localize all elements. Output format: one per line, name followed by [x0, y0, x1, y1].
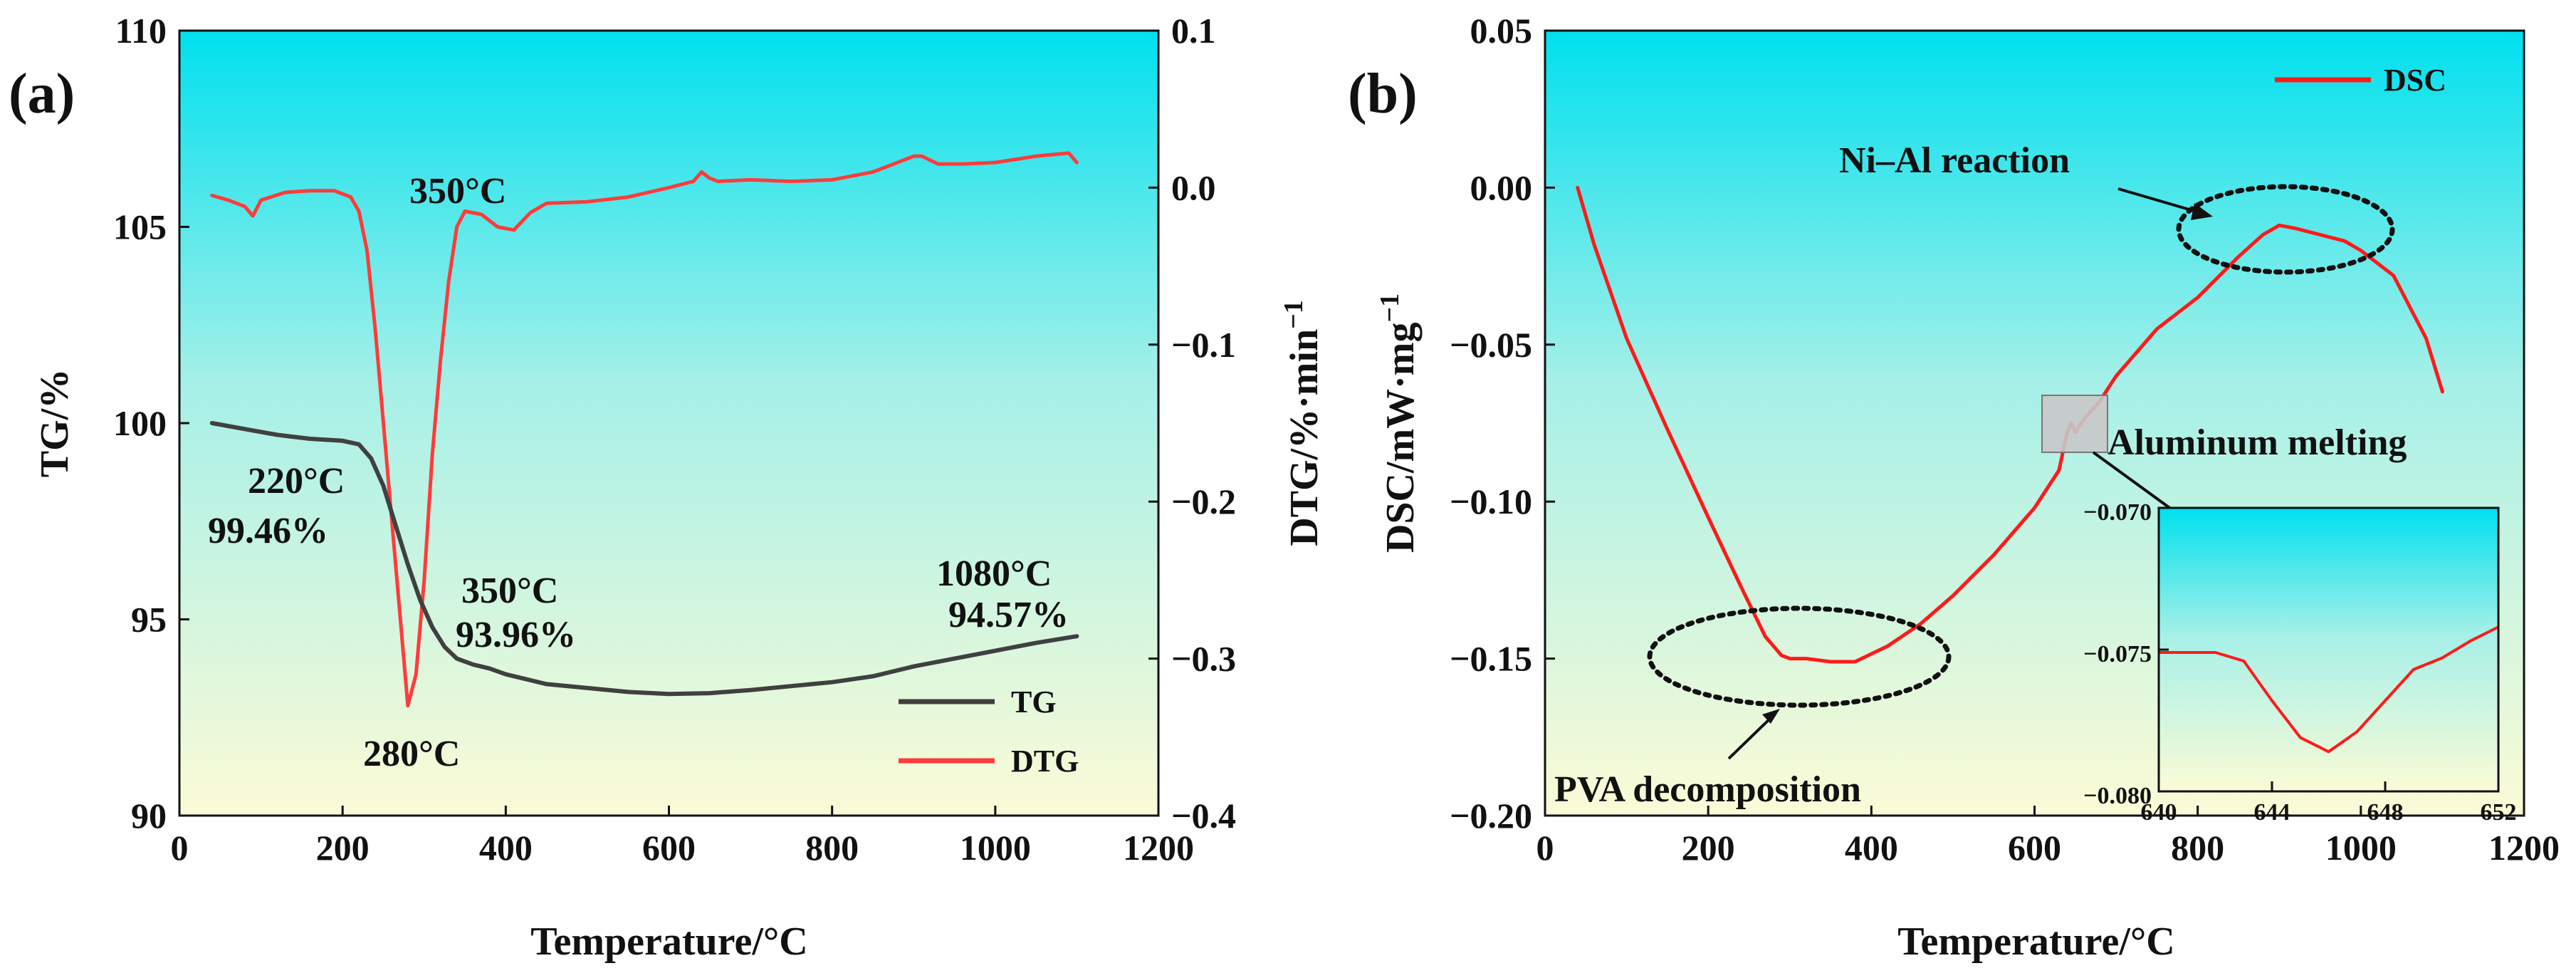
y-tick-right-a-label: 0.0 [1171, 167, 1216, 207]
inset-x-tick-label: 648 [2367, 799, 2404, 826]
x-tick-b-label: 600 [2008, 828, 2061, 868]
y-tick-right-a-label: −0.2 [1171, 482, 1236, 521]
y2-axis-label-sup: −1 [1279, 300, 1309, 329]
y-axis-label-a: TG/% [33, 369, 77, 477]
y-ticks-b: −0.20 −0.15 −0.10 −0.05 0.00 0.05 [1450, 11, 1555, 836]
x-tick-a-label: 600 [642, 828, 696, 868]
y-tick-b-label: −0.05 [1450, 325, 1532, 365]
y-ticks-left-a: 90 95 100 105 110 [113, 11, 189, 836]
x-tick-a-label: 1000 [960, 828, 1031, 868]
annotation-mid-value: 93.96% [456, 615, 576, 655]
y-tick-right-a-label: 0.1 [1171, 11, 1216, 51]
x-tick-a-label: 400 [479, 828, 533, 868]
panel-label-b: (b) [1348, 63, 1418, 125]
x-tick-b-label: 1200 [2488, 828, 2560, 868]
y-tick-left-a-label: 95 [131, 600, 167, 640]
pva-region-ellipse [1647, 605, 1952, 708]
annotation-al-melting: Aluminum melting [2108, 422, 2407, 463]
annotation-end-value: 94.57% [948, 595, 1069, 635]
annotation-onset-value: 99.46% [208, 511, 328, 551]
annotation-dtg-min: 280°C [363, 734, 460, 774]
chart-b: 0 200 400 600 800 1000 1200 −0.20−0.15−0.10−0.… [1348, 11, 2560, 964]
dtg-line [210, 151, 1079, 708]
y-axis-label-b-sup: −1 [1375, 293, 1405, 323]
y2-axis-label-text: DTG/%·min [1282, 329, 1326, 546]
x-tick-a-label: 1200 [1123, 828, 1194, 868]
x-axis-label-b: Temperature/°C [1897, 920, 2174, 964]
x-axis-label-a: Temperature/°C [530, 920, 807, 964]
legend-tg-label: TG [1011, 685, 1057, 719]
nial-arrow [2117, 187, 2204, 215]
x-tick-b-label: 1000 [2325, 828, 2397, 868]
inset-x-ticks: 640 644 648 652 [2141, 781, 2517, 826]
y-tick-left-a-label: 100 [113, 403, 167, 443]
x-tick-b-label: 400 [1845, 828, 1898, 868]
annotation-onset-temp: 220°C [248, 461, 345, 501]
dtg-series [210, 151, 1079, 708]
y-axis-label-b-text: DSC/mW·mg [1378, 323, 1423, 553]
inset-y-tick-label: −0.075 [2083, 641, 2152, 667]
y-tick-left-a-label: 110 [115, 11, 167, 51]
y-tick-b-label: −0.15 [1450, 639, 1532, 679]
pva-arrow-head [1762, 709, 1780, 724]
y-tick-b-label: 0.05 [1470, 11, 1533, 51]
y-tick-b-label: −0.10 [1450, 482, 1532, 521]
inset-y-tick-label: −0.070 [2083, 499, 2152, 526]
y-tick-left-a-label: 90 [131, 796, 167, 836]
y-ticks-right-a: −0.4 −0.3 −0.2 −0.1 0.0 0.1 [1148, 11, 1236, 836]
annotation-end-temp: 1080°C [936, 553, 1052, 594]
tg-line [209, 421, 1079, 697]
x-ticks-a: 0 200 400 600 800 1000 1200 [171, 806, 1194, 868]
inset-line [2159, 625, 2498, 754]
x-tick-b-label: 200 [1682, 828, 1735, 868]
inset-y-tick-label: −0.080 [2083, 783, 2152, 809]
legend-a: TG DTG [899, 685, 1079, 779]
annotation-dtg-peak: 350°C [409, 171, 506, 212]
y2-axis-label-a: DTG/%·min−1 [1279, 300, 1326, 546]
x-tick-a-label: 800 [805, 828, 859, 868]
nial-arrow-head [2191, 203, 2213, 220]
annotation-pva: PVA decomposition [1554, 769, 1861, 810]
x-tick-a-label: 0 [171, 828, 189, 868]
legend-dtg-label: DTG [1011, 744, 1079, 779]
inset-series [2159, 625, 2498, 754]
x-ticks-b: 0 200 400 600 800 1000 1200 [1536, 806, 2560, 868]
x-tick-a-label: 200 [316, 828, 370, 868]
marker-shapes [1647, 184, 2395, 760]
panel-label-a: (a) [9, 63, 75, 125]
y-axis-label-b: DSC/mW·mg−1 [1375, 293, 1423, 553]
x-tick-b-label: 0 [1536, 828, 1554, 868]
y-tick-right-a-label: −0.3 [1171, 639, 1236, 679]
y-tick-b-label: 0.00 [1470, 167, 1533, 207]
y-tick-right-a-label: −0.4 [1171, 796, 1236, 836]
legend-b: DSC [2275, 63, 2446, 98]
inset-x-tick-label: 644 [2254, 799, 2290, 826]
pva-arrow [1727, 714, 1774, 760]
melting-zoom-box [2041, 395, 2108, 453]
y-tick-b-label: −0.20 [1450, 796, 1532, 836]
chart-a: 0 200 400 600 800 1000 1200 90 95 100 105 110 −0.4… [9, 11, 1326, 964]
y-tick-right-a-label: −0.1 [1171, 325, 1236, 365]
zoom-connector [2092, 451, 2173, 511]
inset-x-tick-label: 640 [2141, 799, 2177, 826]
tg-series [209, 421, 1079, 697]
annotation-mid-temp: 350°C [461, 571, 558, 611]
inset-plot-area [2159, 508, 2498, 791]
y-tick-left-a-label: 105 [113, 207, 167, 247]
inset-chart: 640 644 648 652 −0.080 −0.075 −0.070 [2083, 499, 2516, 826]
legend-dsc-label: DSC [2384, 63, 2446, 98]
inset-y-ticks: −0.080 −0.075 −0.070 [2083, 499, 2169, 809]
x-tick-b-label: 800 [2171, 828, 2224, 868]
inset-x-tick-label: 652 [2481, 799, 2517, 826]
annotation-nial: Ni–Al reaction [1839, 140, 2070, 181]
nial-region-ellipse [2176, 184, 2395, 275]
